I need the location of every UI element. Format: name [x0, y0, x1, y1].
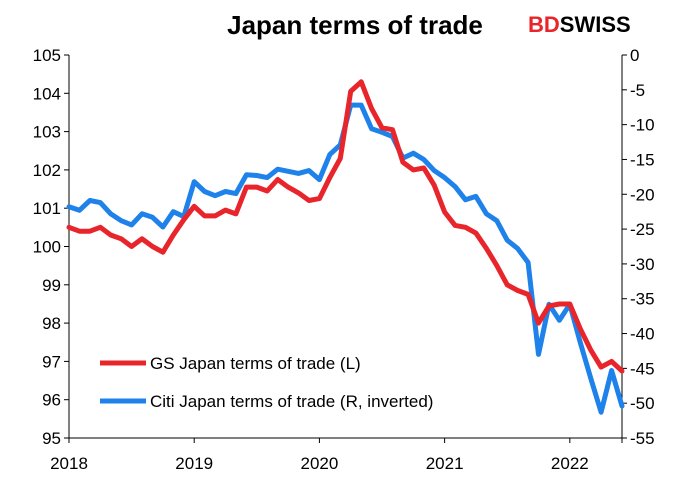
- left-tick-label: 100: [33, 238, 61, 257]
- gs-series-line: [66, 79, 625, 374]
- x-tick-label: 2020: [301, 454, 339, 473]
- right-tick-label: -15: [630, 150, 655, 169]
- left-tick-label: 104: [33, 84, 61, 103]
- x-tick-label: 2018: [50, 454, 88, 473]
- logo-part-a: BD: [528, 12, 560, 37]
- series-lines: [66, 79, 625, 415]
- left-tick-label: 101: [33, 199, 61, 218]
- legend-label: Citi Japan terms of trade (R, inverted): [150, 392, 433, 411]
- brand-logo: BDSWISS: [528, 12, 631, 37]
- left-tick-label: 102: [33, 161, 61, 180]
- right-tick-label: -50: [630, 394, 655, 413]
- left-tick-label: 95: [42, 429, 61, 448]
- legend: GS Japan terms of trade (L) Citi Japan te…: [100, 354, 433, 411]
- x-tick-label: 2022: [551, 454, 589, 473]
- right-tick-label: -35: [630, 290, 655, 309]
- axes: [64, 54, 627, 443]
- logo-part-b: SWISS: [560, 12, 631, 37]
- tick-labels: 105 104 103 102 101 100 99 98 97 96 95 0 -5 -10 -15 -20…: [33, 46, 655, 473]
- right-tick-label: -10: [630, 116, 655, 135]
- right-tick-label: -40: [630, 325, 655, 344]
- right-tick-label: -45: [630, 359, 655, 378]
- left-tick-label: 103: [33, 123, 61, 142]
- left-tick-label: 98: [42, 314, 61, 333]
- left-tick-label: 96: [42, 391, 61, 410]
- right-tick-label: 0: [630, 46, 639, 65]
- x-tick-label: 2019: [175, 454, 213, 473]
- left-tick-label: 97: [42, 352, 61, 371]
- left-tick-label: 99: [42, 276, 61, 295]
- x-tick-label: 2021: [426, 454, 464, 473]
- right-tick-label: -30: [630, 255, 655, 274]
- right-tick-label: -20: [630, 185, 655, 204]
- right-tick-label: -55: [630, 429, 655, 448]
- left-tick-label: 105: [33, 46, 61, 65]
- right-tick-label: -25: [630, 220, 655, 239]
- right-tick-label: -5: [630, 81, 645, 100]
- chart-title: Japan terms of trade: [227, 10, 483, 40]
- legend-label: GS Japan terms of trade (L): [150, 354, 361, 373]
- svg-text:BDSWISS: BDSWISS: [528, 12, 631, 37]
